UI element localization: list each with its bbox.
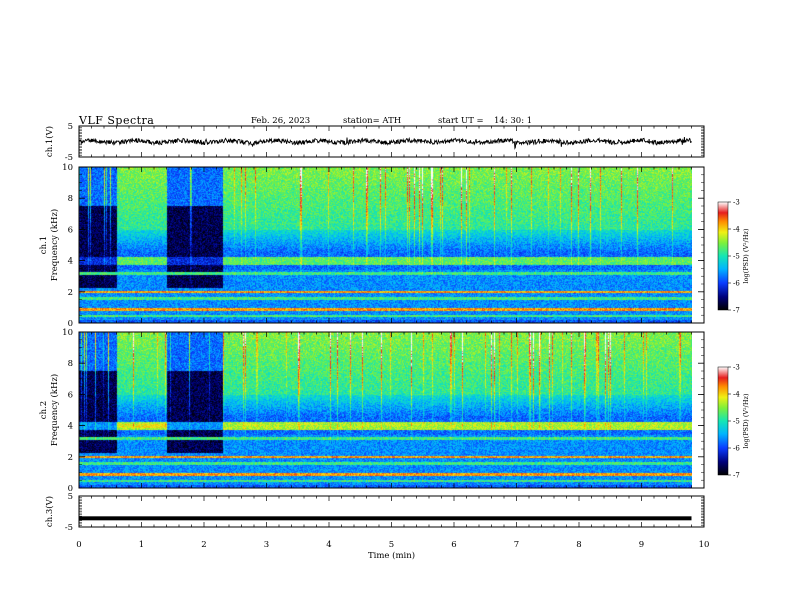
s1-colorbar-tick-label: -7 [733,307,740,315]
s1-colorbar-label: log(PSD) (V²/Hz) [742,228,750,283]
s2-ytick-label: 8 [68,359,73,369]
s2-colorbar-label: log(PSD) (V²/Hz) [742,393,750,448]
s2-colorbar-tick-label: -4 [733,391,740,399]
s1-ytick-label: 6 [68,225,73,235]
x-tick-label: 10 [699,540,710,550]
ch3-waveform-ytick-label: 5 [68,492,73,502]
s2-ytick-label: 6 [68,390,73,400]
x-axis-label: Time (min) [368,550,415,561]
s2-ytick-label: 0 [68,484,73,494]
ch3-waveform-ytick-label: -5 [65,523,73,533]
s2-ylabel-frequency: Frequency (kHz) [49,374,60,446]
ch1-trace [78,136,692,150]
s2-colorbar-tick-label: -3 [733,364,740,372]
ch1-waveform-ytick-label: 5 [68,122,73,132]
x-tick-label: 8 [576,540,581,550]
s1-colorbar-tick-label: -3 [733,199,740,207]
station-label: station= ATH [343,116,402,126]
chart-title: VLF Spectra [79,114,155,127]
ch1-waveform-ytick-label: -5 [65,153,73,163]
start-ut-label: start UT = [438,116,484,126]
s2-ylabel-channel: ch.2 [39,401,49,419]
x-tick-label: 0 [76,540,81,550]
s2-colorbar [717,366,729,476]
x-tick-label: 7 [514,540,519,550]
s2-colorbar-tick-label: -6 [733,445,740,453]
x-tick-label: 2 [201,540,206,550]
s1-ytick-label: 0 [68,319,73,329]
spectrogram-layer [79,167,692,488]
x-tick-label: 9 [639,540,644,550]
x-tick-label: 5 [389,540,394,550]
s1-ytick-label: 2 [68,288,73,298]
s1-ytick-label: 4 [68,257,73,267]
s1-colorbar-tick-label: -6 [733,280,740,288]
s1-colorbar-tick-label: -4 [733,226,740,234]
s2-colorbar-tick-label: -7 [733,472,740,480]
x-tick-label: 1 [139,540,144,550]
s2-colorbar-tick-label: -5 [733,418,740,426]
ch1-waveform-ylabel: ch.1(V) [44,126,55,157]
date-label: Feb. 26, 2023 [251,116,311,126]
s2-ytick-label: 2 [68,453,73,463]
x-tick-label: 3 [264,540,269,550]
s2-ytick-label: 4 [68,422,73,432]
spectrogram-ch1-spectrogram [79,167,692,323]
s1-ylabel-frequency: Frequency (kHz) [49,209,60,281]
start-time-value: 14: 30: 1 [494,116,533,126]
s1-ylabel-channel: ch.1 [39,236,49,254]
ch3-trace [79,516,692,521]
x-tick-label: 6 [451,540,456,550]
s2-ytick-label: 10 [62,328,73,338]
x-tick-label: 4 [326,540,331,550]
s1-ytick-label: 8 [68,194,73,204]
s1-colorbar [717,201,729,311]
spectrogram-ch2-spectrogram [79,332,692,488]
ch3-waveform-ylabel: ch.3(V) [44,496,55,527]
s1-ytick-label: 10 [62,163,73,173]
s1-colorbar-tick-label: -5 [733,253,740,261]
